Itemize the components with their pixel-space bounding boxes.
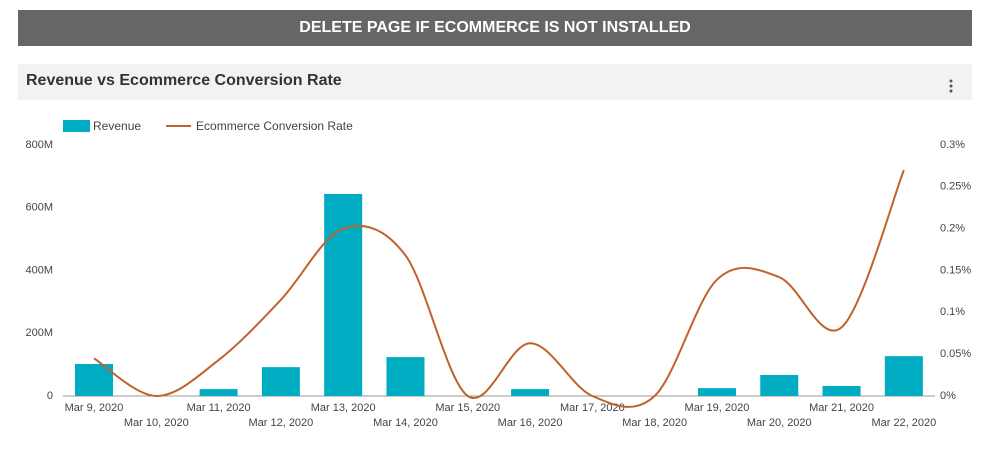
x-tick-label: Mar 20, 2020 (747, 417, 812, 429)
menu-icon[interactable] (949, 79, 953, 93)
y-tick-label: 0 (47, 390, 53, 402)
bar (511, 389, 550, 396)
banner-text: DELETE PAGE IF ECOMMERCE IS NOT INSTALLE… (299, 19, 690, 36)
bar (884, 356, 923, 396)
x-tick-label: Mar 18, 2020 (622, 417, 687, 429)
x-tick-label: Mar 22, 2020 (871, 417, 936, 429)
y-tick-label: 400M (25, 264, 53, 276)
x-tick-label: Mar 16, 2020 (498, 417, 563, 429)
y2-tick-label: 0% (940, 390, 956, 402)
x-tick-label: Mar 11, 2020 (187, 402, 251, 414)
bar (822, 385, 861, 396)
x-tick-label: Mar 13, 2020 (311, 402, 376, 414)
x-tick-label: Mar 15, 2020 (435, 402, 500, 414)
legend-label: Ecommerce Conversion Rate (196, 119, 353, 133)
x-tick-label: Mar 17, 2020 (560, 402, 625, 414)
y2-tick-label: 0.25% (940, 181, 971, 193)
x-tick-label: Mar 12, 2020 (248, 417, 313, 429)
banner (18, 10, 972, 46)
bar (199, 389, 238, 396)
bar (74, 363, 113, 396)
x-tick-label: Mar 10, 2020 (124, 417, 189, 429)
y2-tick-label: 0.1% (940, 306, 965, 318)
x-tick-label: Mar 9, 2020 (65, 402, 124, 414)
bar (760, 374, 799, 396)
y2-tick-label: 0.05% (940, 348, 971, 360)
bar (697, 388, 736, 396)
legend-label: Revenue (93, 119, 141, 133)
panel-header (18, 64, 972, 100)
bar (386, 357, 425, 396)
x-tick-label: Mar 19, 2020 (685, 402, 750, 414)
y-tick-label: 800M (25, 139, 53, 151)
bar (324, 193, 363, 396)
y2-tick-label: 0.2% (940, 223, 965, 235)
line (93, 169, 905, 408)
y2-tick-label: 0.15% (940, 264, 971, 276)
y-tick-label: 200M (25, 327, 53, 339)
y2-tick-label: 0.3% (940, 139, 965, 151)
y-tick-label: 600M (25, 202, 53, 214)
x-tick-label: Mar 21, 2020 (809, 402, 874, 414)
bar (261, 367, 300, 396)
chart-title: Revenue vs Ecommerce Conversion Rate (26, 72, 342, 89)
legend-swatch (63, 120, 90, 132)
x-tick-label: Mar 14, 2020 (373, 417, 438, 429)
